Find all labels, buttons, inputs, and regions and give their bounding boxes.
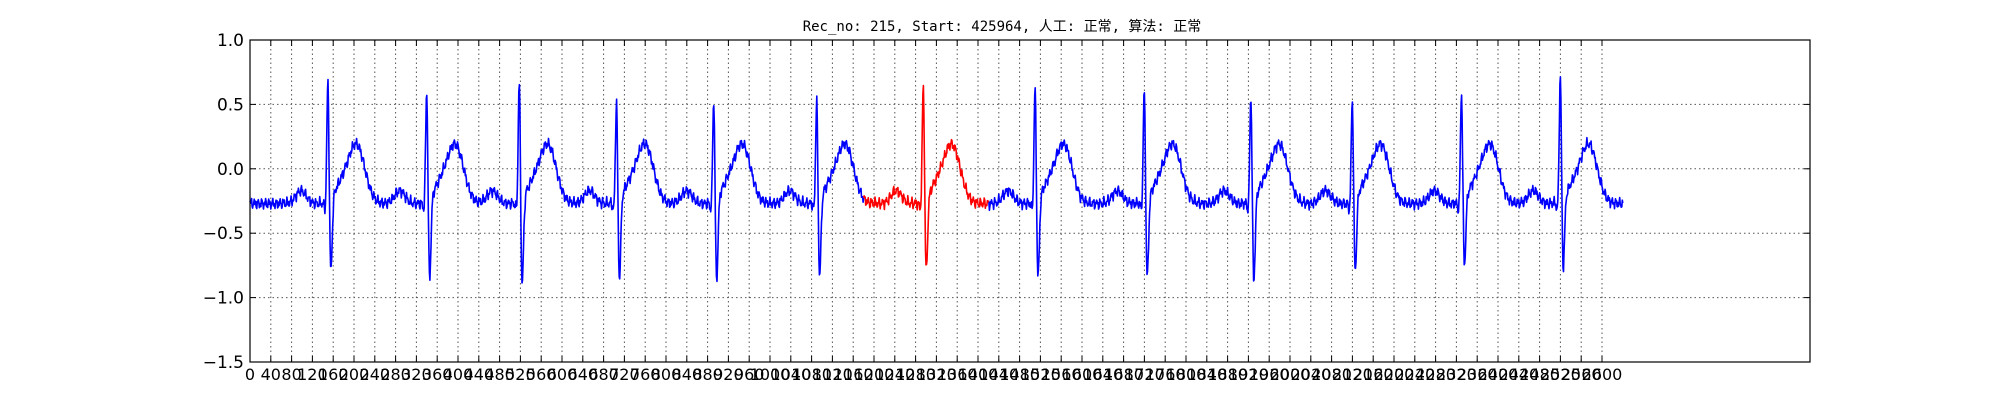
x-tick-label: 160 bbox=[318, 365, 349, 384]
x-tick-label: 1160 bbox=[833, 365, 874, 384]
y-tick-label: 1.0 bbox=[217, 31, 244, 51]
x-tick-label: 2120 bbox=[1332, 365, 1373, 384]
grid bbox=[250, 40, 1810, 362]
x-tick-label: 840 bbox=[672, 365, 703, 384]
x-tick-label: 280 bbox=[380, 365, 411, 384]
x-tick-label: 120 bbox=[297, 365, 328, 384]
x-tick-label: 440 bbox=[464, 365, 495, 384]
x-tick-label: 1640 bbox=[1082, 365, 1123, 384]
x-tick-label: 2560 bbox=[1561, 365, 1602, 384]
x-tick-label: 720 bbox=[609, 365, 640, 384]
x-tick-label: 1600 bbox=[1062, 365, 1103, 384]
x-tick-label: 480 bbox=[484, 365, 515, 384]
x-tick-label: 1320 bbox=[916, 365, 957, 384]
x-tick-label: 80 bbox=[281, 365, 301, 384]
x-tick-label: 240 bbox=[360, 365, 391, 384]
x-tick-label: 40 bbox=[261, 365, 281, 384]
x-tick-label: 1120 bbox=[812, 365, 853, 384]
x-tick-label: 1080 bbox=[791, 365, 832, 384]
x-tick-label: 1040 bbox=[770, 365, 811, 384]
y-tick-label: −1.5 bbox=[203, 353, 244, 373]
x-tick-label: 2280 bbox=[1415, 365, 1456, 384]
x-tick-label: 1480 bbox=[999, 365, 1040, 384]
x-tick-label: 1360 bbox=[937, 365, 978, 384]
x-tick-label: 1720 bbox=[1124, 365, 1165, 384]
plot-area bbox=[249, 76, 1624, 284]
x-tick-label: 600 bbox=[547, 365, 578, 384]
x-tick-label: 1920 bbox=[1228, 365, 1269, 384]
ecg-trace-segment bbox=[987, 76, 1624, 282]
x-axis: 0 40 8012016020024028032036040044048052056… bbox=[245, 40, 1622, 384]
x-tick-label: 2160 bbox=[1353, 365, 1394, 384]
y-tick-label: −0.5 bbox=[203, 224, 244, 244]
plot-frame bbox=[249, 39, 1811, 363]
ecg-highlight-beat bbox=[862, 84, 990, 266]
ecg-trace-segment bbox=[249, 78, 865, 284]
x-tick-label: 400 bbox=[443, 365, 474, 384]
x-tick-label: 2000 bbox=[1270, 365, 1311, 384]
y-tick-label: −1.0 bbox=[203, 289, 244, 309]
x-tick-label: 1680 bbox=[1103, 365, 1144, 384]
x-tick-label: 2200 bbox=[1374, 365, 1415, 384]
x-tick-label: 1280 bbox=[895, 365, 936, 384]
x-tick-label: 2320 bbox=[1436, 365, 1477, 384]
y-tick-label: 0.5 bbox=[217, 95, 244, 115]
x-tick-label: 800 bbox=[651, 365, 682, 384]
y-tick-label: 0.0 bbox=[217, 160, 244, 180]
x-tick-label: 200 bbox=[339, 365, 370, 384]
x-tick-label: 2400 bbox=[1478, 365, 1519, 384]
x-tick-label: 520 bbox=[505, 365, 536, 384]
x-tick-label: 360 bbox=[422, 365, 453, 384]
x-tick-label: 1440 bbox=[978, 365, 1019, 384]
x-tick-label: 920 bbox=[713, 365, 744, 384]
x-tick-label: 2360 bbox=[1457, 365, 1498, 384]
chart-title: Rec_no: 215, Start: 425964, 人工: 正常, 算法: … bbox=[803, 19, 1202, 35]
x-tick-label: 1000 bbox=[750, 365, 791, 384]
x-tick-label: 640 bbox=[568, 365, 599, 384]
x-tick-label: 1760 bbox=[1145, 365, 1186, 384]
x-tick-label: 1880 bbox=[1207, 365, 1248, 384]
x-tick-label: 1200 bbox=[854, 365, 895, 384]
x-tick-label: 0 bbox=[245, 365, 255, 384]
x-tick-label: 1520 bbox=[1020, 365, 1061, 384]
x-tick-label: 2240 bbox=[1394, 365, 1435, 384]
x-tick-label: 760 bbox=[630, 365, 661, 384]
x-tick-label: 560 bbox=[526, 365, 557, 384]
x-tick-label: 2600 bbox=[1582, 365, 1623, 384]
x-tick-label: 880 bbox=[692, 365, 723, 384]
x-tick-label: 2480 bbox=[1519, 365, 1560, 384]
x-tick-label: 2520 bbox=[1540, 365, 1581, 384]
x-tick-label: 2080 bbox=[1311, 365, 1352, 384]
x-tick-label: 1400 bbox=[958, 365, 999, 384]
x-tick-label: 2040 bbox=[1290, 365, 1331, 384]
x-tick-label: 1960 bbox=[1249, 365, 1290, 384]
x-tick-label: 320 bbox=[401, 365, 432, 384]
x-tick-label: 680 bbox=[588, 365, 619, 384]
x-tick-label: 1800 bbox=[1166, 365, 1207, 384]
x-tick-label: 960 bbox=[734, 365, 765, 384]
x-tick-label: 1840 bbox=[1186, 365, 1227, 384]
x-tick-label: 1560 bbox=[1041, 365, 1082, 384]
y-axis: 1.0 0.5 0.0 −0.5 −1.0 −1.5 bbox=[203, 31, 1810, 373]
x-tick-label: 2440 bbox=[1498, 365, 1539, 384]
x-tick-label: 1240 bbox=[874, 365, 915, 384]
